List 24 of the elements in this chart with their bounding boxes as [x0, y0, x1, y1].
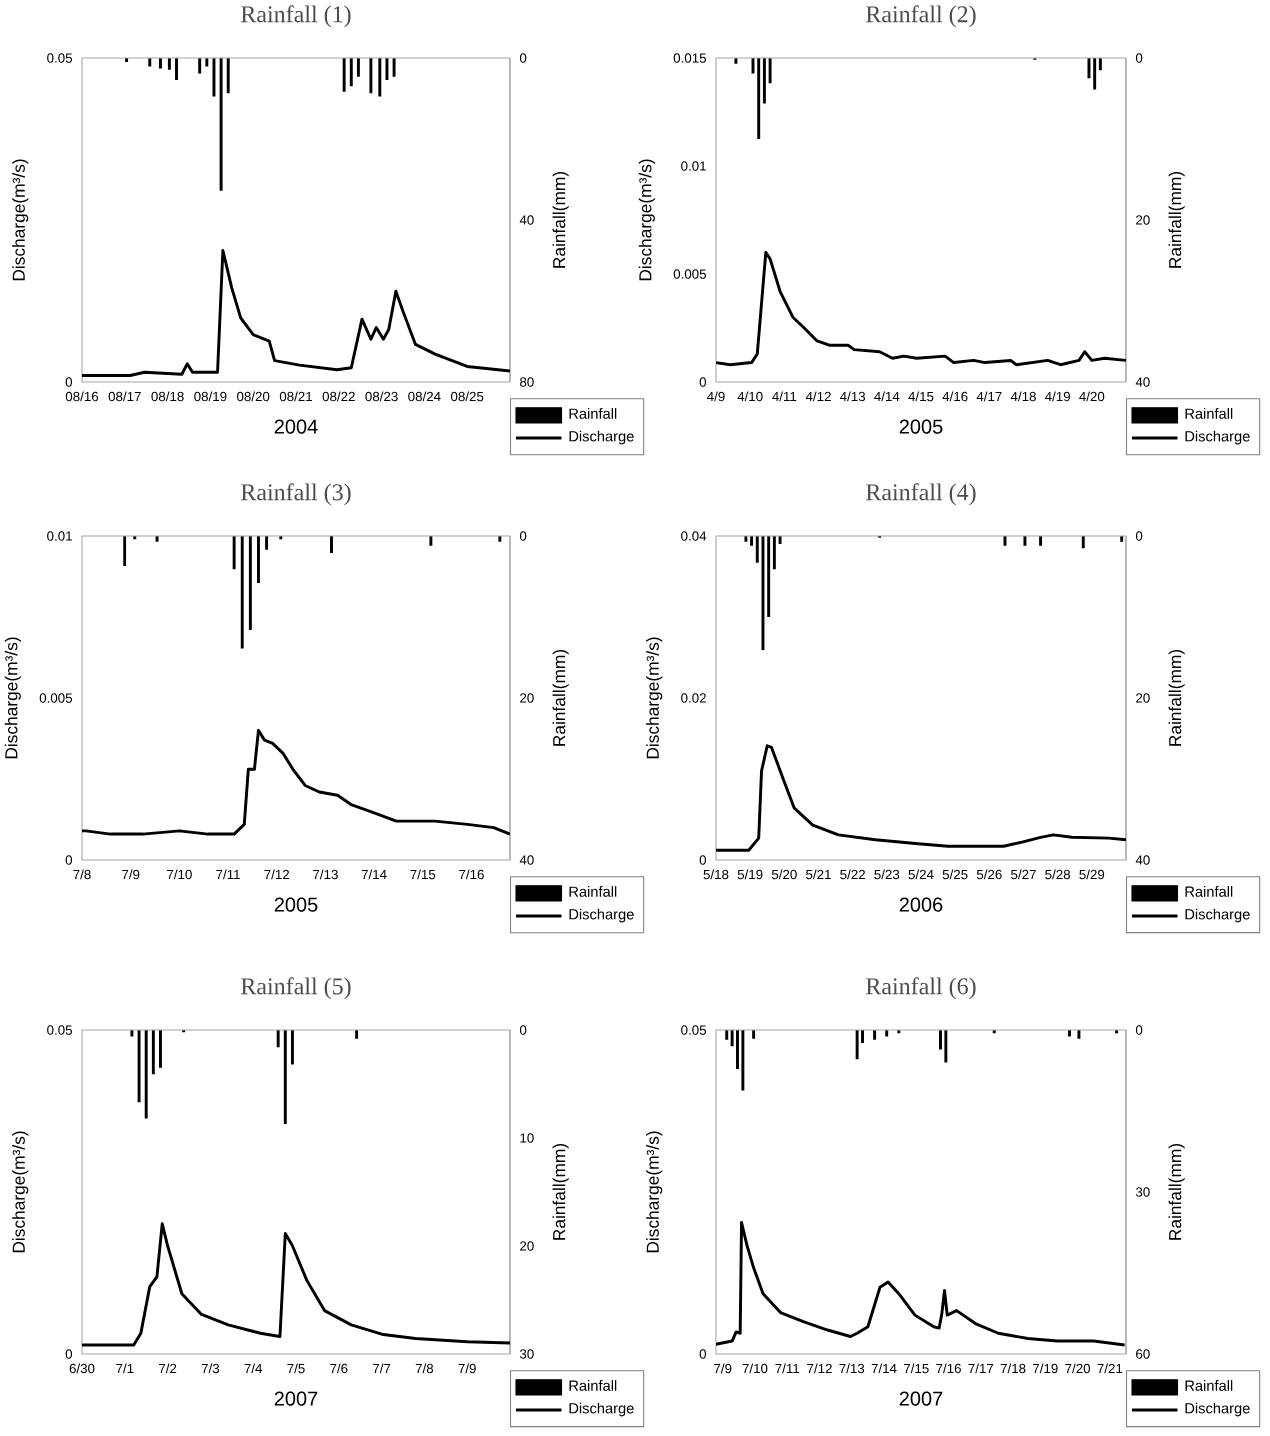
x-axis-title: 2006	[899, 897, 943, 912]
x-axis-title: 2005	[274, 897, 318, 912]
y2-axis-title: Rainfall(mm)	[552, 172, 569, 268]
chart-title: Rainfall (4)	[866, 483, 976, 506]
y-axis-title: Discharge(m³/s)	[638, 159, 655, 281]
chart-title: Rainfall (6)	[866, 977, 976, 1000]
y2-axis-title: Rainfall(mm)	[1168, 1144, 1185, 1240]
chart-title: Rainfall (2)	[866, 5, 976, 28]
chart-title: Rainfall (3)	[241, 483, 351, 506]
y2-axis-title: Rainfall(mm)	[552, 1144, 569, 1240]
chart-title: Rainfall (5)	[241, 977, 351, 1000]
y2-axis-title: Rainfall(mm)	[552, 650, 569, 746]
y-axis-title: Discharge(m³/s)	[12, 1131, 29, 1253]
y-axis-title: Discharge(m³/s)	[646, 637, 663, 759]
x-axis-title: 2007	[274, 1391, 318, 1406]
x-axis-title: 2005	[899, 419, 943, 434]
x-axis-title: 2004	[274, 419, 318, 434]
y-axis-title: Discharge(m³/s)	[646, 1131, 663, 1253]
chart-title: Rainfall (1)	[241, 5, 351, 28]
y-axis-title: Discharge(m³/s)	[12, 159, 29, 281]
y-axis-title: Discharge(m³/s)	[4, 637, 21, 759]
y2-axis-title: Rainfall(mm)	[1168, 172, 1185, 268]
y2-axis-title: Rainfall(mm)	[1168, 650, 1185, 746]
x-axis-title: 2007	[899, 1391, 943, 1406]
